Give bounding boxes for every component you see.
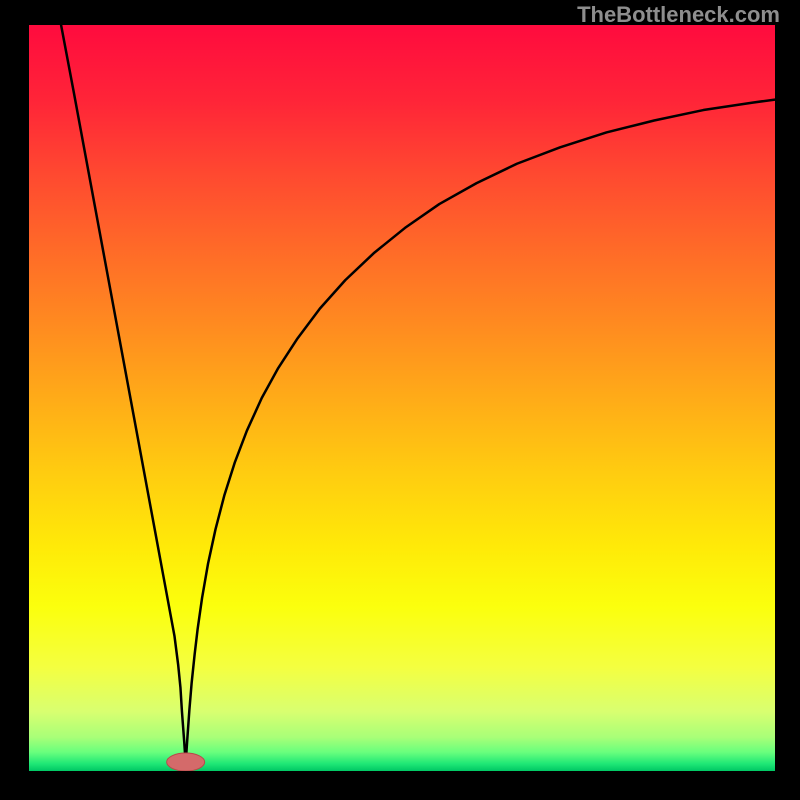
minimum-marker [167,753,205,771]
curve-layer [29,25,775,771]
watermark-text: TheBottleneck.com [577,2,780,28]
performance-curve [61,25,775,764]
plot-area [29,25,775,771]
chart-container: TheBottleneck.com [0,0,800,800]
